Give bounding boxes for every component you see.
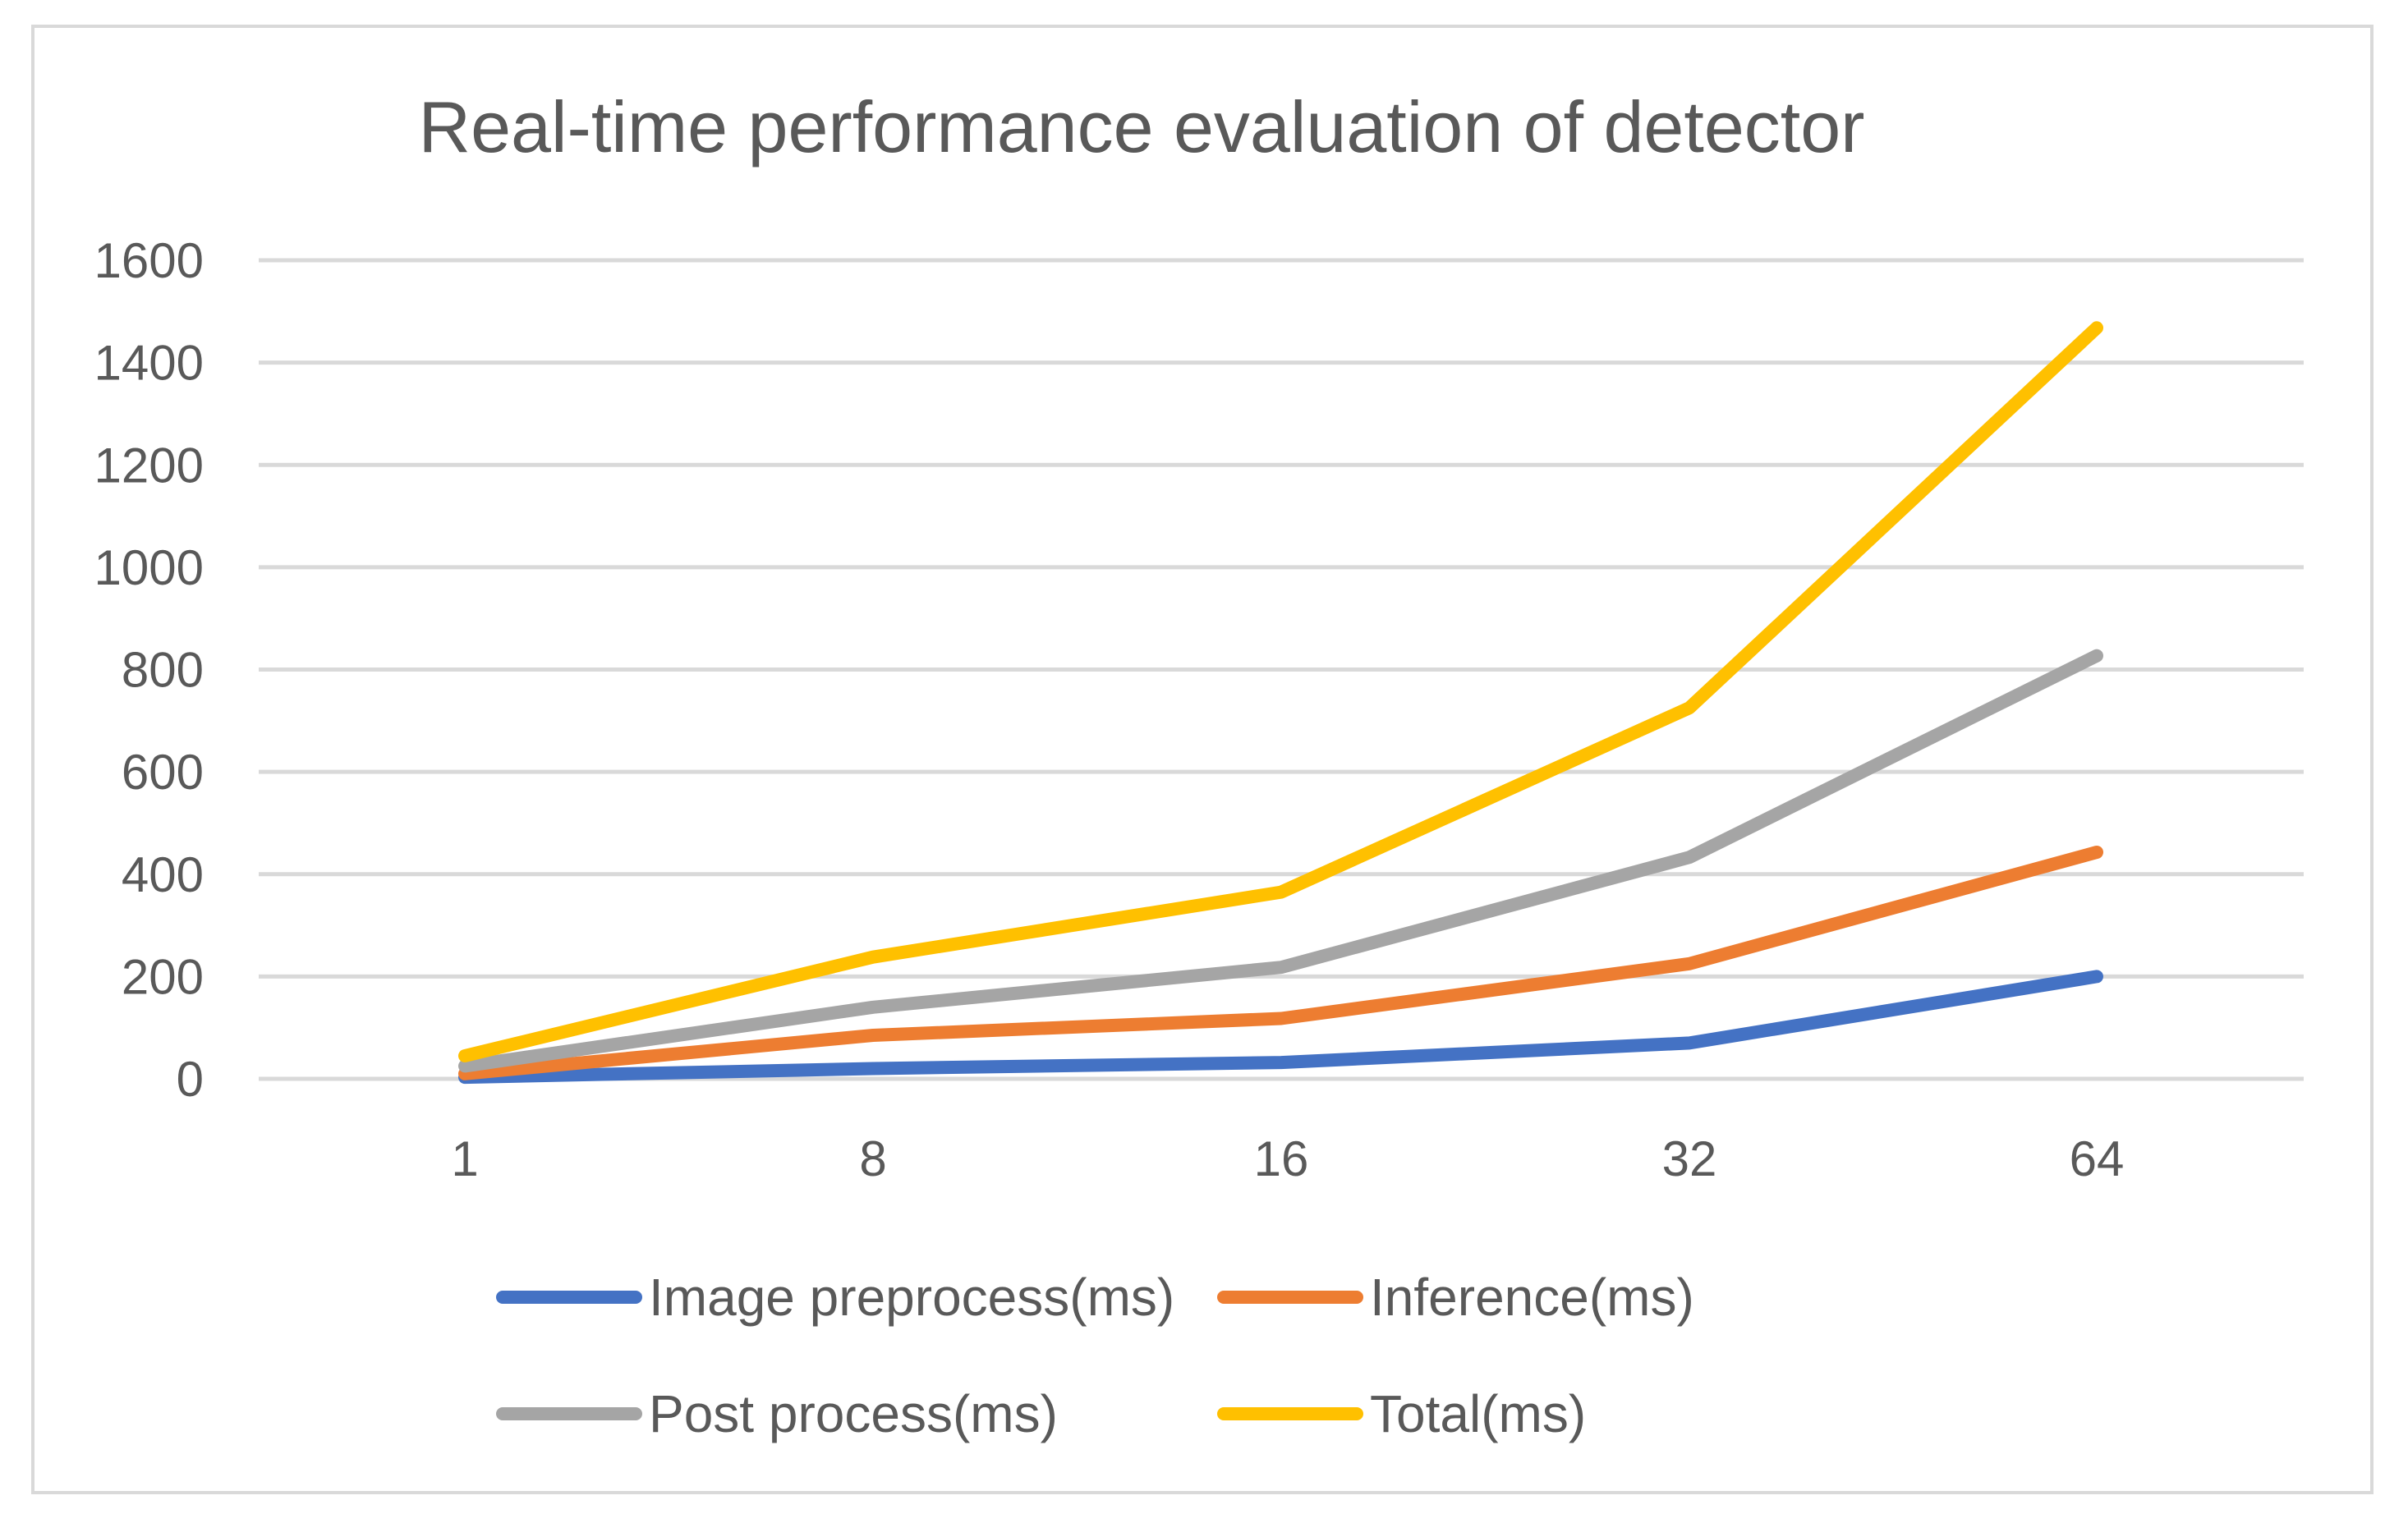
y-axis-tick-labels: 0 200 400 600 800 1000 1200 1400 1600 (94, 233, 204, 1107)
y-tick-label: 400 (122, 847, 204, 902)
data-point (872, 1068, 874, 1069)
data-point (872, 956, 874, 958)
data-point (464, 1065, 466, 1067)
x-tick-label: 8 (859, 1131, 886, 1186)
legend-label: Inference(ms) (1370, 1268, 1694, 1327)
legend-label: Post process(ms) (649, 1384, 1058, 1443)
y-tick-label: 0 (177, 1052, 204, 1107)
data-point (1689, 1042, 1690, 1044)
data-point (1280, 1062, 1282, 1063)
x-axis-tick-labels: 1 8 16 32 64 (451, 1131, 2124, 1186)
data-point (2096, 851, 2098, 853)
y-tick-label: 1000 (94, 540, 204, 595)
y-tick-label: 600 (122, 745, 204, 800)
series-lines (458, 321, 2103, 1085)
data-point (2096, 655, 2098, 657)
data-point (872, 1034, 874, 1036)
data-point (464, 1055, 466, 1057)
y-tick-label: 800 (122, 643, 204, 698)
chart-title: Real-time performance evaluation of dete… (419, 86, 1865, 167)
x-tick-label: 64 (2070, 1131, 2125, 1186)
x-tick-label: 16 (1254, 1131, 1309, 1186)
y-tick-label: 1600 (94, 233, 204, 288)
data-point (2096, 975, 2098, 977)
series-line-4 (458, 321, 2103, 1062)
legend-label: Total(ms) (1370, 1384, 1586, 1443)
data-point (1689, 963, 1690, 965)
series-line-3 (458, 649, 2103, 1073)
data-point (1689, 856, 1690, 858)
legend: Image preprocess(ms) Inference(ms) Post pr… (496, 1268, 1694, 1443)
legend-label: Image preprocess(ms) (649, 1268, 1174, 1327)
y-tick-label: 1400 (94, 336, 204, 391)
x-tick-label: 32 (1662, 1131, 1717, 1186)
x-tick-label: 1 (451, 1131, 478, 1186)
data-point (1280, 966, 1282, 968)
y-tick-label: 200 (122, 949, 204, 1004)
data-point (464, 1073, 466, 1075)
chart-area (31, 25, 2374, 1494)
y-tick-label: 1200 (94, 438, 204, 493)
data-point (1280, 1018, 1282, 1019)
gridlines (259, 258, 2304, 1081)
data-point (1689, 707, 1690, 709)
